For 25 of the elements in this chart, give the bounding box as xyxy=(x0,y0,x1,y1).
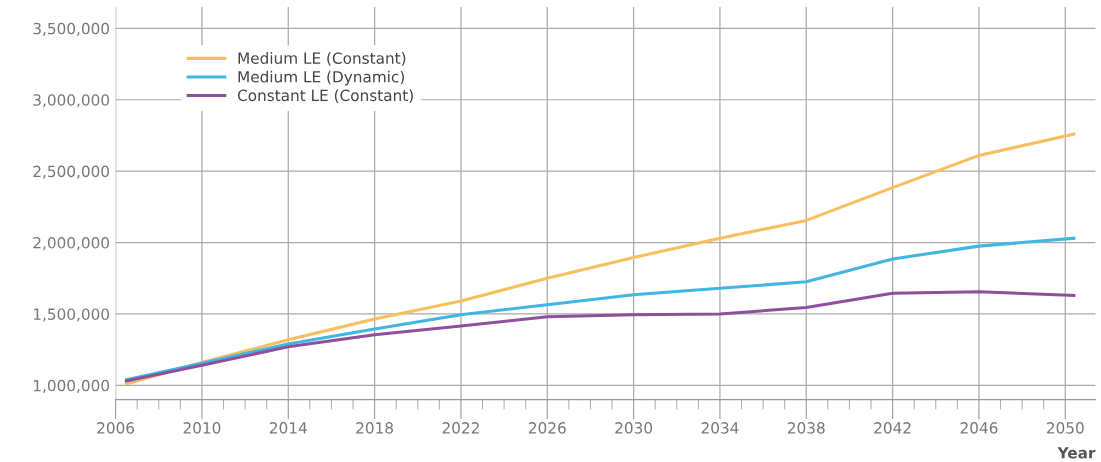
legend-label: Constant LE (Constant) xyxy=(237,89,413,103)
line-series xyxy=(124,290,1076,383)
line-series xyxy=(124,132,1076,386)
legend-label: Medium LE (Constant) xyxy=(238,52,406,66)
y-tick-label: 1,500,000 xyxy=(33,308,110,322)
x-axis-title: Year xyxy=(1057,447,1096,459)
y-tick-label: 1,000,000 xyxy=(33,379,110,393)
y-tick-label: 3,500,000 xyxy=(33,22,110,36)
legend-label: Medium LE (Dynamic) xyxy=(238,70,404,86)
x-tick-label: 2042 xyxy=(874,422,911,434)
y-tick-label: 3,000,000 xyxy=(33,94,110,108)
x-tick-label: 2050 xyxy=(1046,422,1084,434)
y-tick-label: 2,500,000 xyxy=(33,165,110,179)
x-tick-label: 2046 xyxy=(960,422,998,434)
line-series xyxy=(124,236,1076,382)
x-tick-label: 2018 xyxy=(356,422,393,434)
x-tick-label: 2006 xyxy=(97,422,135,434)
x-tick-label: 2026 xyxy=(528,422,566,434)
y-tick-label: 2,000,000 xyxy=(33,237,110,251)
x-tick-label: 2030 xyxy=(615,422,653,434)
x-tick-label: 2034 xyxy=(701,422,739,434)
x-tick-label: 2038 xyxy=(787,422,825,434)
x-tick-label: 2014 xyxy=(269,422,307,434)
x-tick-label: 2022 xyxy=(442,422,479,434)
x-tick-label: 2010 xyxy=(183,422,221,434)
